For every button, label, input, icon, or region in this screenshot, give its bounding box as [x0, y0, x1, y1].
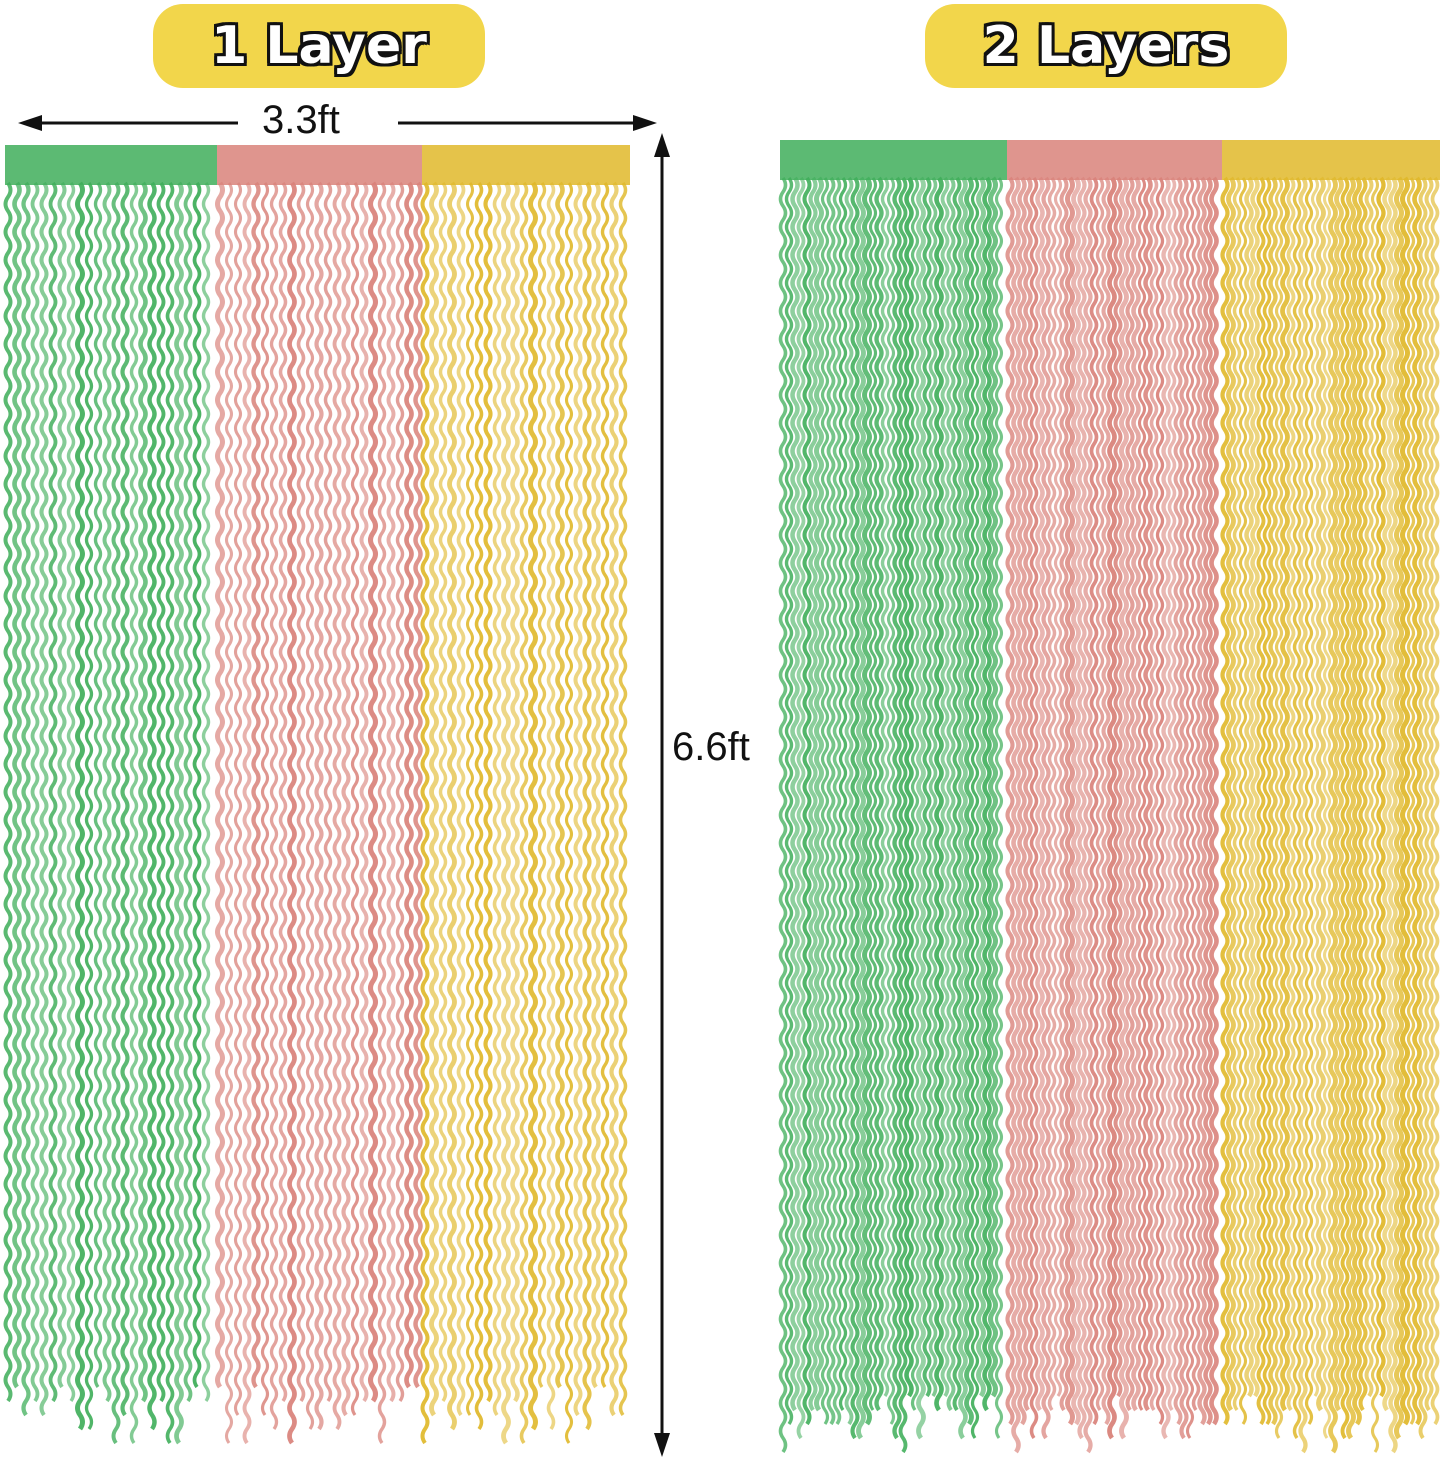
curtain-2-pink — [1005, 140, 1222, 1454]
curtain-1-gold — [420, 145, 630, 1445]
height-label: 6.6ft — [672, 725, 750, 770]
one-layer-badge: 1 Layer — [153, 4, 485, 88]
curtain-2-green — [778, 140, 1007, 1454]
width-label: 3.3ft — [262, 98, 340, 143]
curtain-2-gold — [1220, 140, 1440, 1454]
two-layers-badge: 2 Layers — [925, 4, 1287, 88]
width-arrow — [18, 115, 657, 131]
curtain-1-pink — [215, 145, 423, 1445]
height-arrow — [654, 133, 670, 1457]
curtain-1-green — [3, 145, 217, 1445]
